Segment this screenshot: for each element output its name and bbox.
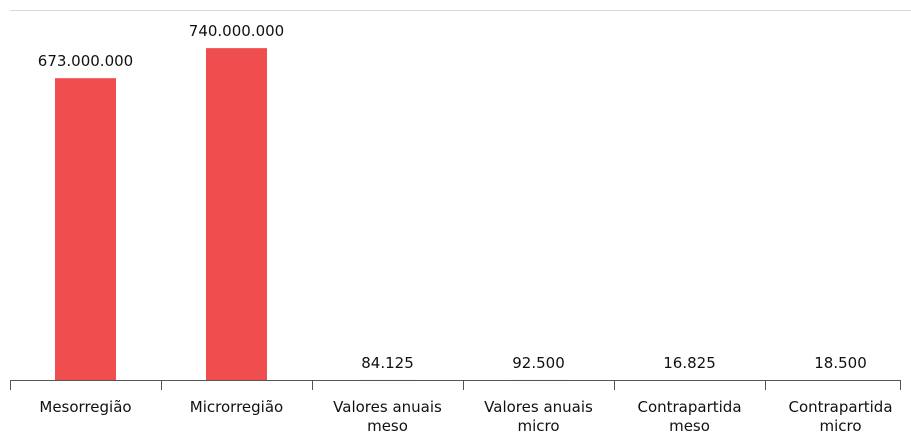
- value-label: 84.125: [361, 354, 414, 372]
- value-label: 740.000.000: [189, 22, 284, 40]
- x-tick-label: Valores anuais meso: [333, 398, 442, 435]
- value-label: 92.500: [512, 354, 565, 372]
- x-tick-label: Mesorregião: [39, 398, 132, 416]
- x-tick-label: Contrapartida meso: [637, 398, 742, 435]
- value-label: 18.500: [814, 354, 867, 372]
- bar: [55, 78, 116, 380]
- x-tick-label: Contrapartida micro: [788, 398, 893, 435]
- bar: [206, 48, 267, 380]
- x-tick-label: Valores anuais micro: [484, 398, 593, 435]
- x-tick-label: Microrregião: [189, 398, 284, 416]
- value-label: 16.825: [663, 354, 716, 372]
- value-label: 673.000.000: [38, 52, 133, 70]
